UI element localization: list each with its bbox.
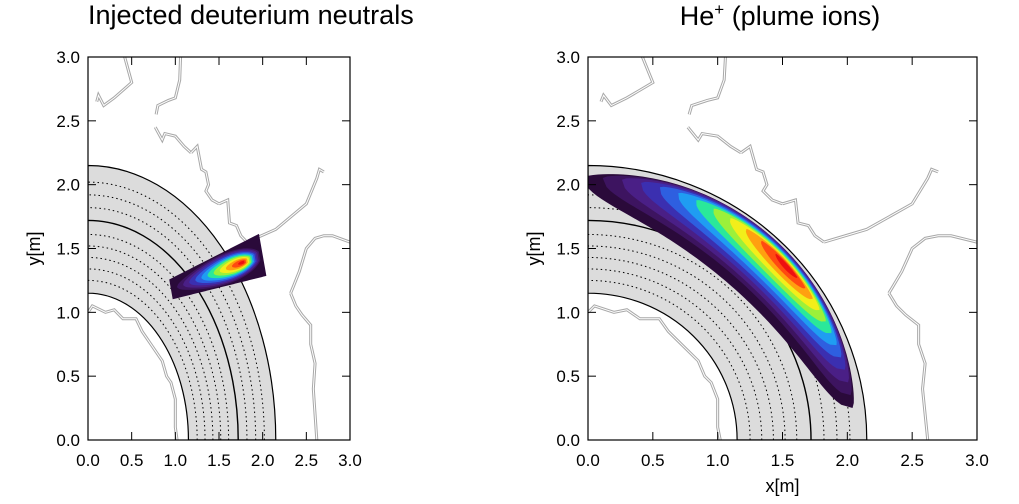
wall-outline	[154, 57, 183, 115]
wall-outline	[289, 292, 319, 440]
wall-outline-core	[190, 145, 220, 205]
wall-outline-core	[688, 57, 726, 115]
x-tick-label: 1.0	[706, 451, 730, 470]
y-tick-label: 1.0	[56, 303, 80, 322]
x-tick-label: 2.5	[295, 451, 319, 470]
flux-surface	[88, 256, 214, 440]
wall-outline	[189, 143, 220, 206]
x-tick-label: 2.5	[900, 451, 924, 470]
y-tick-label: 0.0	[556, 431, 580, 450]
y-tick-label: 1.0	[556, 303, 580, 322]
panel-right: 0.0 0.5 1.0 1.5 2.0 2.5 3.0 0.0 0.5 1.0 1.5 2.0 2.5 3…	[524, 48, 989, 496]
right-title-superscript: +	[714, 0, 725, 19]
flux-surface	[588, 233, 798, 440]
panel-left: 0.0 0.5 1.0 1.5 2.0 2.5 3.0 0.0 0.5 1.0 1.5 2.0 2.5 3…	[24, 48, 362, 470]
x-tick-label: 0.0	[76, 451, 100, 470]
plot-area	[88, 57, 350, 440]
wall-outline-core	[588, 305, 721, 440]
wall-outline	[823, 167, 939, 244]
x-axis-label: x[m]	[766, 476, 800, 496]
wall-outline	[887, 234, 977, 294]
right-title-rest: (plume ions)	[724, 1, 881, 31]
x-tick-label: 3.0	[965, 451, 989, 470]
wall-outline-core	[88, 305, 178, 440]
plot-area	[588, 57, 977, 440]
left-title-text: Injected deuterium neutrals	[88, 0, 414, 30]
y-tick-label: 2.5	[56, 112, 80, 131]
flux-surface	[588, 256, 774, 440]
wall-outline	[153, 126, 193, 154]
x-tick-label: 1.5	[207, 451, 231, 470]
y-tick-label: 3.0	[56, 48, 80, 67]
x-tick-label: 2.0	[251, 451, 275, 470]
left-panel-title: Injected deuterium neutrals	[88, 0, 414, 31]
wall-outline-core	[290, 235, 350, 294]
plume-contour-level	[659, 186, 842, 358]
wall-outline-core	[155, 57, 182, 115]
wall-outline	[246, 167, 325, 244]
wall-outline	[887, 292, 930, 440]
wall-outline	[686, 126, 742, 155]
x-tick-label: 0.5	[641, 451, 665, 470]
x-tick-label: 0.5	[120, 451, 144, 470]
wall-outline-core	[823, 168, 939, 243]
y-axis-label: y[m]	[24, 232, 44, 266]
flux-surface	[88, 268, 206, 440]
y-tick-label: 0.0	[56, 431, 80, 450]
x-tick-label: 1.5	[771, 451, 795, 470]
wall-outline-core	[888, 292, 929, 440]
wall-outline-core	[290, 292, 318, 440]
y-tick-label: 2.5	[556, 112, 580, 131]
wall-outline-core	[782, 199, 825, 243]
wall-outline	[687, 57, 727, 115]
flux-surface	[88, 181, 265, 440]
wall-outline-core	[687, 126, 742, 154]
wall-outline	[782, 198, 825, 244]
y-tick-label: 1.5	[556, 240, 580, 259]
wall-outline-core	[600, 57, 654, 107]
y-tick-label: 3.0	[556, 48, 580, 67]
x-tick-label: 1.0	[164, 451, 188, 470]
y-tick-label: 0.5	[56, 367, 80, 386]
wall-outline-core	[218, 199, 248, 243]
right-title-text: He	[679, 1, 715, 31]
wall-outline	[218, 197, 249, 244]
right-panel-title: He+ (plume ions)	[580, 0, 980, 32]
y-tick-label: 0.5	[556, 367, 580, 386]
flux-surface	[588, 279, 751, 440]
plume-contour-level	[238, 260, 245, 265]
wall-outline	[740, 143, 784, 206]
y-tick-label: 2.0	[56, 176, 80, 195]
y-tick-label: 2.0	[556, 176, 580, 195]
wall-outline-core	[740, 145, 783, 205]
flux-surface	[88, 245, 222, 440]
wall-outline-core	[96, 57, 133, 107]
wall-outline-core	[154, 126, 192, 154]
plasma-region	[588, 164, 868, 440]
y-tick-label: 1.5	[56, 240, 80, 259]
wall-outline-core	[246, 168, 325, 243]
y-axis-label: y[m]	[524, 232, 544, 266]
wall-outline	[289, 234, 350, 294]
x-tick-label: 0.0	[576, 451, 600, 470]
x-tick-label: 3.0	[338, 451, 362, 470]
wall-outline-core	[888, 235, 977, 294]
plume-contour-level	[775, 253, 798, 278]
x-tick-label: 2.0	[836, 451, 860, 470]
flux-surface	[88, 194, 257, 440]
plume-contour-level	[641, 181, 846, 370]
